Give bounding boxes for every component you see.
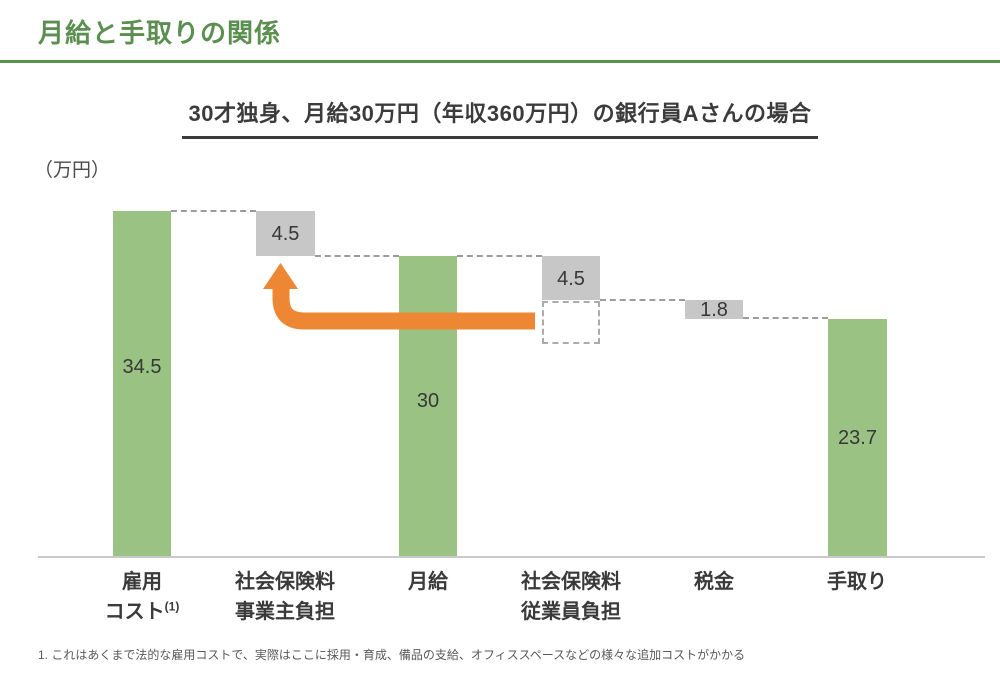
connector-line [600, 299, 685, 301]
value-label-social-insurance-employer: 4.5 [271, 223, 300, 245]
value-label-social-insurance-employee: 4.5 [557, 268, 585, 290]
bar-employment-cost [113, 211, 171, 557]
connector-line [457, 255, 542, 257]
chart-subtitle-wrap: 30才独身、月給30万円（年収360万円）の銀行員Aさんの場合 [0, 96, 1000, 139]
connector-line [315, 255, 399, 257]
x-axis-line [38, 556, 985, 558]
title-underline-rule [0, 60, 1000, 63]
employee-contribution-ghost-box [542, 301, 600, 344]
axis-label-monthly-salary: 月給 [408, 571, 448, 593]
value-label-monthly-salary: 30 [416, 390, 440, 412]
footnote-text: 1. これはあくまで法的な雇用コストで、実際はここに採用・育成、備品の支給、オフ… [38, 648, 746, 662]
axis-label-employment-cost: 雇用 コスト(1) [104, 571, 180, 623]
bar-social-insurance-employee [542, 256, 600, 300]
axis-label-take-home: 手取り [827, 571, 887, 593]
y-axis-unit-label: （万円） [34, 160, 111, 181]
connector-line [171, 210, 256, 212]
value-label-employment-cost: 34.5 [122, 356, 162, 378]
bar-tax [685, 300, 743, 319]
value-label-tax: 1.8 [700, 299, 728, 321]
connector-line [743, 317, 828, 319]
axis-label-social-insurance-employer: 社会保険料 事業主負担 [235, 571, 335, 623]
axis-label-tax: 税金 [694, 571, 734, 593]
value-label-take-home: 23.7 [838, 427, 877, 449]
chart-subtitle: 30才独身、月給30万円（年収360万円）の銀行員Aさんの場合 [182, 96, 818, 139]
axis-label-social-insurance-employee: 社会保険料 従業員負担 [521, 571, 621, 623]
footnote-marker: (1) [164, 599, 180, 614]
bar-take-home [828, 319, 887, 557]
page-title: 月給と手取りの関係 [38, 18, 282, 48]
bar-social-insurance-employer [256, 211, 315, 256]
